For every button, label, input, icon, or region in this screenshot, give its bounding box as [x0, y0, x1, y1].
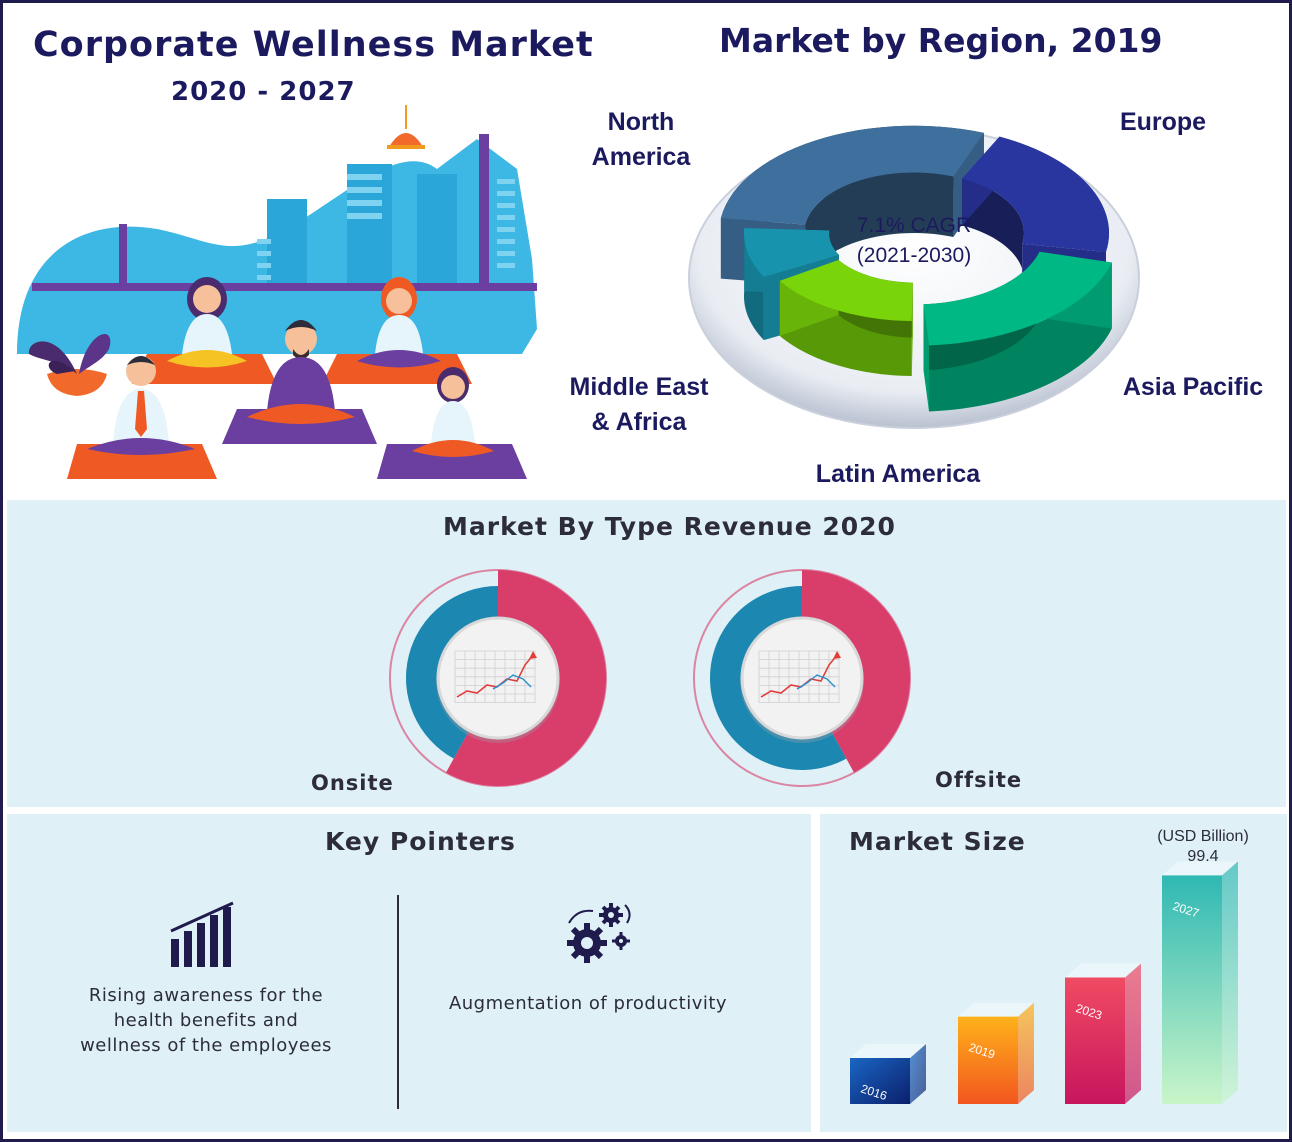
region-donut-chart [688, 125, 1140, 429]
market-size-title: Market Size [849, 827, 1026, 856]
region-label-latin-america: Latin America [815, 460, 981, 488]
onsite-donut [389, 569, 607, 787]
building-icon [267, 164, 457, 289]
market-size-bar-chart: 2016 2019 2023 2027 [850, 861, 1238, 1104]
cagr-value: 7.1% CAGR [856, 214, 972, 237]
region-segment-latin-america [779, 259, 913, 376]
cagr-annotation: 7.1% CAGR (2021-2030) [829, 211, 999, 271]
region-label-middle-east-africa: Middle East & Africa [569, 373, 709, 436]
type-revenue-panel [7, 500, 1286, 807]
region-label-north-america: North America [591, 108, 691, 171]
yoga-office-illustration [17, 105, 537, 479]
key-pointers-title: Key Pointers [325, 827, 516, 856]
type-chart-title: Market By Type Revenue 2020 [443, 512, 896, 541]
pointer-text-awareness: Rising awareness for the health benefits… [80, 985, 332, 1056]
donut-center-disc [436, 616, 560, 740]
offsite-donut [693, 569, 911, 787]
region-segment-asia-pacific [923, 251, 1112, 412]
potted-plant-icon [28, 334, 111, 396]
market-size-value-label-2027: 99.4 [1187, 848, 1219, 865]
cagr-period: (2021-2030) [856, 244, 972, 267]
donut-slice-blue [710, 586, 847, 770]
pointer-text-productivity: Augmentation of productivity [448, 993, 728, 1014]
page-subtitle-years: 2020 - 2027 [171, 77, 356, 107]
window-frame [32, 283, 537, 291]
market-size-unit: (USD Billion) [1157, 828, 1249, 845]
pendant-lamp-icon [387, 105, 425, 149]
mini-line-chart-icon [758, 650, 841, 704]
market-size-bar-2023: 2023 [1065, 963, 1141, 1104]
gears-icon [567, 903, 631, 963]
rising-bars-icon [170, 901, 234, 967]
key-pointers-divider [397, 895, 399, 1109]
donut-slice-pink [802, 570, 911, 773]
page-title: Corporate Wellness Market [33, 25, 594, 65]
region-label-europe: Europe [1119, 108, 1207, 136]
key-pointers-panel [7, 814, 811, 1132]
offsite-label: Offsite [935, 768, 1023, 792]
region-label-asia-pacific: Asia Pacific [1122, 373, 1264, 401]
donut-center-disc [740, 616, 864, 740]
onsite-label: Onsite [311, 771, 394, 795]
market-size-bar-2019: 2019 [958, 1002, 1034, 1104]
donut-slice-blue [405, 586, 498, 759]
meditating-people-icon [87, 277, 494, 457]
mini-line-chart-icon [454, 650, 537, 704]
market-size-bar-2016: 2016 [850, 1044, 926, 1104]
region-chart-title: Market by Region, 2019 [719, 21, 1163, 60]
market-size-bar-2027: 2027 [1162, 861, 1238, 1104]
